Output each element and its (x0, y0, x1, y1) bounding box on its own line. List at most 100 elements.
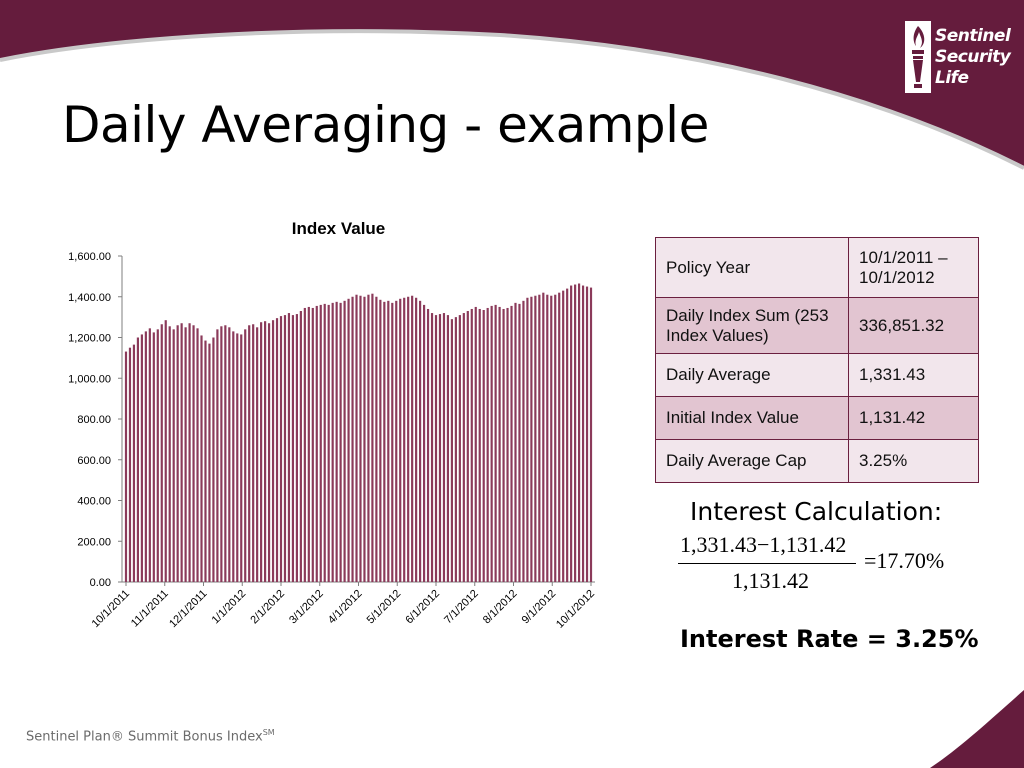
chart-bar (283, 315, 287, 582)
chart-bar (287, 313, 291, 582)
table-row: Policy Year 10/1/2011 – 10/1/2012 (655, 237, 979, 298)
row-value: 10/1/2011 – 10/1/2012 (848, 237, 979, 298)
chart-bar (478, 308, 481, 582)
chart-bar (351, 296, 354, 582)
chart-bar (422, 304, 426, 582)
x-tick-label: 1/1/2012 (210, 588, 249, 627)
chart-bar (335, 301, 338, 582)
chart-bar (295, 314, 298, 582)
chart-bar (403, 297, 406, 582)
chart-bar (577, 283, 581, 582)
chart-bar (522, 300, 525, 582)
top-banner (0, 0, 1024, 168)
chart-bar (204, 340, 207, 582)
chart-bar (498, 306, 501, 582)
table-row: Daily Average Cap 3.25% (655, 439, 979, 483)
chart-bar (395, 300, 398, 582)
chart-bar (244, 329, 247, 582)
chart-bar (534, 295, 537, 582)
chart-bar (176, 325, 179, 582)
x-tick-label: 2/1/2012 (248, 588, 287, 627)
chart-bar (152, 332, 155, 582)
chart-bar (367, 294, 370, 582)
table-row: Initial Index Value 1,131.42 (655, 396, 979, 440)
chart-bar (196, 328, 199, 582)
chart-bar (264, 321, 267, 582)
chart-bar (192, 325, 195, 582)
chart-bar (164, 320, 167, 582)
chart-bar (136, 337, 140, 582)
chart-bar (315, 305, 318, 582)
chart-bar (430, 313, 434, 582)
y-tick-label: 0.00 (90, 577, 111, 589)
chart-bar (299, 311, 302, 582)
row-label: Daily Average Cap (655, 439, 849, 483)
formula-result: =17.70% (864, 548, 945, 573)
chart-bar (188, 323, 191, 582)
service-mark: SM (262, 728, 275, 737)
chart-bar (140, 334, 143, 582)
row-label: Daily Index Sum (253 Index Values) (655, 297, 849, 354)
x-tick-label: 4/1/2012 (326, 588, 365, 627)
chart-bar (466, 311, 469, 582)
chart-title: Index Value (292, 219, 386, 238)
chart-bar (327, 304, 330, 582)
logo-line-3: Life (935, 68, 969, 88)
chart-bar (271, 320, 275, 582)
slide-title: Daily Averaging - example (62, 96, 709, 154)
formula-numerator: 1,331.43−1,131.42 (680, 532, 847, 557)
chart-bar (200, 335, 203, 582)
chart-bar (212, 337, 215, 582)
x-tick-label: 5/1/2012 (365, 588, 404, 627)
chart-bar (168, 326, 171, 582)
x-tick-label: 9/1/2012 (520, 588, 559, 627)
chart-bar (220, 326, 223, 582)
chart-bar (303, 307, 306, 582)
chart-bar (538, 294, 541, 582)
row-value: 1,131.42 (848, 396, 979, 440)
chart-bar (502, 308, 505, 582)
x-tick-label: 3/1/2012 (287, 588, 326, 627)
chart-bar (339, 302, 342, 582)
chart-bar (585, 286, 589, 582)
row-value: 336,851.32 (848, 297, 979, 354)
chart-bar (415, 297, 418, 582)
y-tick-label: 400.00 (77, 496, 111, 508)
interest-rate-text: Interest Rate = 3.25% (680, 625, 979, 653)
chart-bar (319, 304, 322, 582)
chart-bar (438, 314, 442, 582)
torch-icon (905, 21, 931, 93)
chart-bar (446, 315, 450, 582)
chart-bar (570, 285, 573, 582)
chart-bar (208, 343, 211, 582)
row-label: Daily Average (655, 353, 849, 397)
chart-bar (546, 294, 549, 582)
chart-bar (236, 333, 239, 582)
chart-bar (426, 308, 430, 582)
row-label: Initial Index Value (655, 396, 849, 440)
chart-bar (248, 325, 251, 582)
chart-bar (566, 288, 569, 582)
chart-bar (510, 305, 513, 582)
x-tick-label: 10/1/2012 (554, 588, 597, 631)
chart-bar (482, 309, 485, 582)
chart-bar (371, 293, 374, 582)
chart-bar (419, 300, 422, 582)
chart-bar (128, 347, 132, 582)
summary-table: Policy Year 10/1/2011 – 10/1/2012 Daily … (655, 237, 979, 483)
chart-bar (124, 351, 128, 582)
chart-bar (530, 296, 533, 582)
chart-bar (494, 304, 497, 582)
chart-bar (470, 308, 473, 582)
y-tick-label: 800.00 (77, 414, 111, 426)
chart-bar (224, 325, 227, 582)
chart-bar (180, 323, 183, 582)
chart-bar (589, 287, 593, 582)
logo-line-1: Sentinel (935, 26, 1011, 46)
interest-formula: 1,331.43−1,131.42 1,131.42 =17.70% (676, 530, 966, 600)
chart-bar (363, 296, 366, 582)
row-value: 1,331.43 (848, 353, 979, 397)
x-tick-label: 12/1/2011 (167, 588, 210, 631)
chart-bar (574, 284, 577, 582)
